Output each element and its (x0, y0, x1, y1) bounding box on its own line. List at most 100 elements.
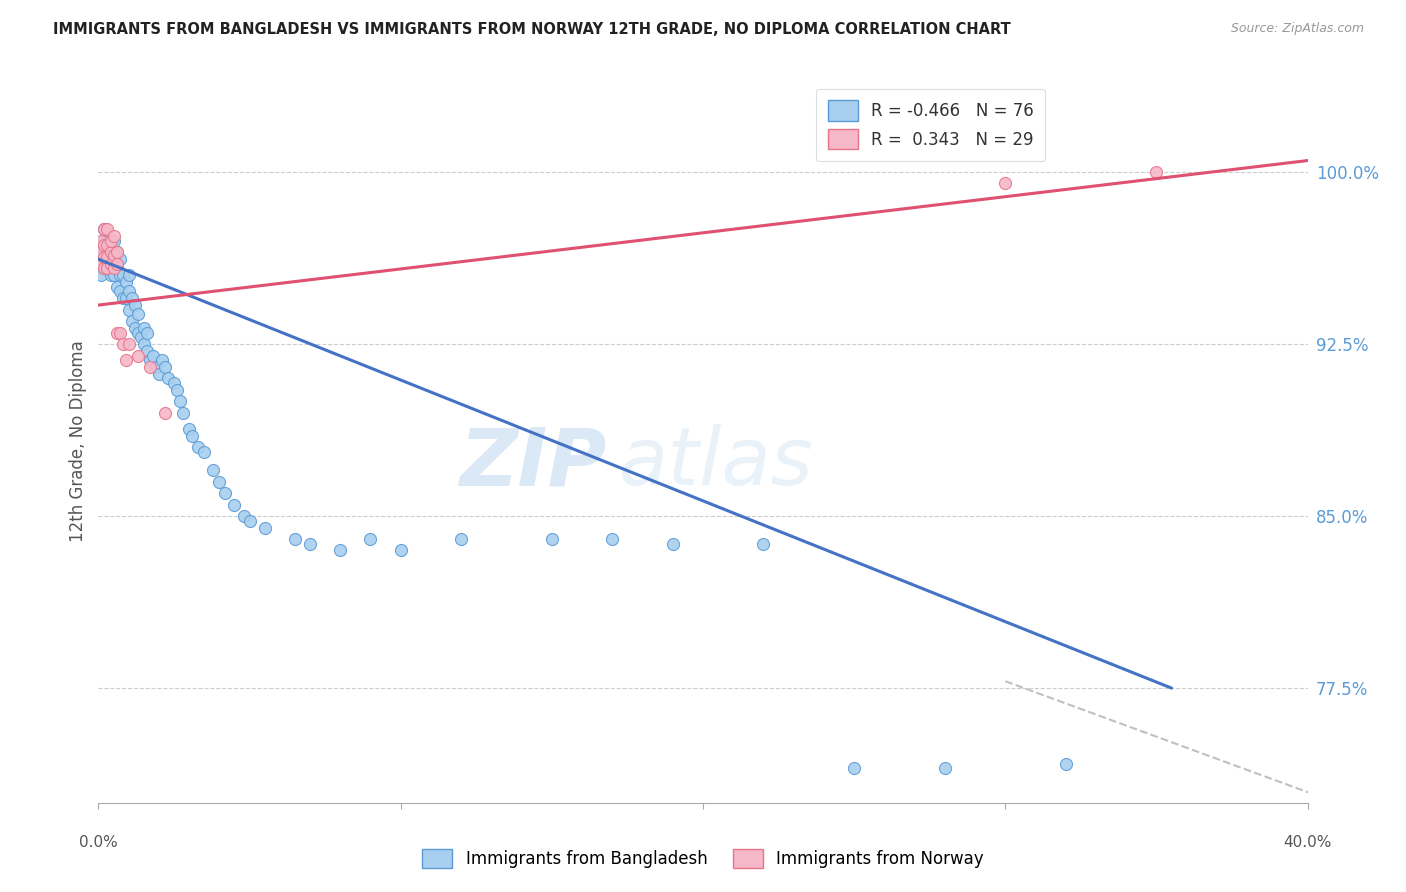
Point (844, 761, 866, 775)
Point (127, 349, 149, 363)
Point (105, 326, 128, 340)
Point (93, 222, 115, 236)
Point (208, 475, 231, 489)
Legend: Immigrants from Bangladesh, Immigrants from Norway: Immigrants from Bangladesh, Immigrants f… (416, 842, 990, 875)
Point (93, 238, 115, 252)
Point (111, 268, 134, 283)
Point (163, 376, 186, 390)
Point (108, 268, 131, 283)
Point (96, 222, 118, 236)
Point (100, 268, 122, 283)
Point (132, 337, 155, 351)
Point (232, 509, 254, 524)
Text: 40.0%: 40.0% (1284, 835, 1331, 850)
Point (90, 257, 112, 271)
Point (100, 245, 122, 260)
Point (187, 440, 209, 454)
Point (1144, 165, 1167, 179)
Point (103, 229, 125, 244)
Point (90, 245, 112, 260)
Point (103, 261, 125, 276)
Point (121, 291, 143, 305)
Point (239, 514, 262, 528)
Point (100, 234, 122, 248)
Point (96, 250, 118, 264)
Point (1054, 756, 1077, 771)
Point (100, 257, 122, 271)
Point (114, 353, 136, 368)
Point (118, 302, 141, 317)
Point (103, 245, 125, 260)
Point (105, 245, 128, 260)
Point (139, 359, 162, 374)
Point (93, 261, 115, 276)
Point (93, 245, 115, 260)
Point (108, 285, 131, 299)
Point (360, 532, 382, 546)
Point (103, 247, 125, 261)
Point (127, 326, 149, 340)
Point (111, 337, 134, 351)
Point (105, 245, 128, 260)
Point (142, 349, 165, 363)
Point (153, 406, 176, 420)
Point (121, 314, 143, 328)
Point (108, 326, 131, 340)
Point (214, 486, 236, 500)
Point (166, 383, 188, 397)
Point (93, 261, 115, 276)
Point (602, 532, 624, 546)
Text: ZIP: ZIP (458, 425, 606, 502)
Point (93, 222, 115, 236)
Point (114, 291, 136, 305)
Point (127, 307, 149, 321)
Point (114, 275, 136, 289)
Point (124, 298, 146, 312)
Point (329, 543, 352, 558)
Point (148, 367, 170, 381)
Y-axis label: 12th Grade, No Diploma: 12th Grade, No Diploma (69, 341, 87, 542)
Point (132, 321, 155, 335)
Legend: R = -0.466   N = 76, R =  0.343   N = 29: R = -0.466 N = 76, R = 0.343 N = 29 (815, 88, 1045, 161)
Point (129, 330, 152, 344)
Text: IMMIGRANTS FROM BANGLADESH VS IMMIGRANTS FROM NORWAY 12TH GRADE, NO DIPLOMA CORR: IMMIGRANTS FROM BANGLADESH VS IMMIGRANTS… (53, 22, 1011, 37)
Point (118, 337, 141, 351)
Point (253, 520, 276, 534)
Point (540, 532, 562, 546)
Point (93, 234, 115, 248)
Point (103, 268, 125, 283)
Point (284, 532, 307, 546)
Point (93, 250, 115, 264)
Point (389, 543, 412, 558)
Point (96, 261, 118, 276)
Point (139, 353, 162, 368)
Point (153, 359, 176, 374)
Point (994, 177, 1017, 191)
Point (169, 394, 191, 409)
Point (172, 406, 194, 420)
Point (661, 536, 683, 550)
Point (90, 234, 112, 248)
Point (181, 429, 204, 443)
Point (193, 445, 215, 459)
Point (224, 498, 246, 512)
Text: atlas: atlas (619, 425, 813, 502)
Point (135, 326, 157, 340)
Point (96, 238, 118, 252)
Point (118, 285, 141, 299)
Point (103, 234, 125, 248)
Point (100, 257, 122, 271)
Point (96, 245, 118, 260)
Point (299, 536, 322, 550)
Point (450, 532, 472, 546)
Point (202, 463, 225, 477)
Point (105, 279, 128, 293)
Point (100, 245, 122, 260)
Point (145, 359, 167, 374)
Point (118, 268, 141, 283)
Point (105, 261, 128, 276)
Point (96, 257, 118, 271)
Text: 0.0%: 0.0% (79, 835, 118, 850)
Point (156, 371, 179, 385)
Point (179, 422, 201, 436)
